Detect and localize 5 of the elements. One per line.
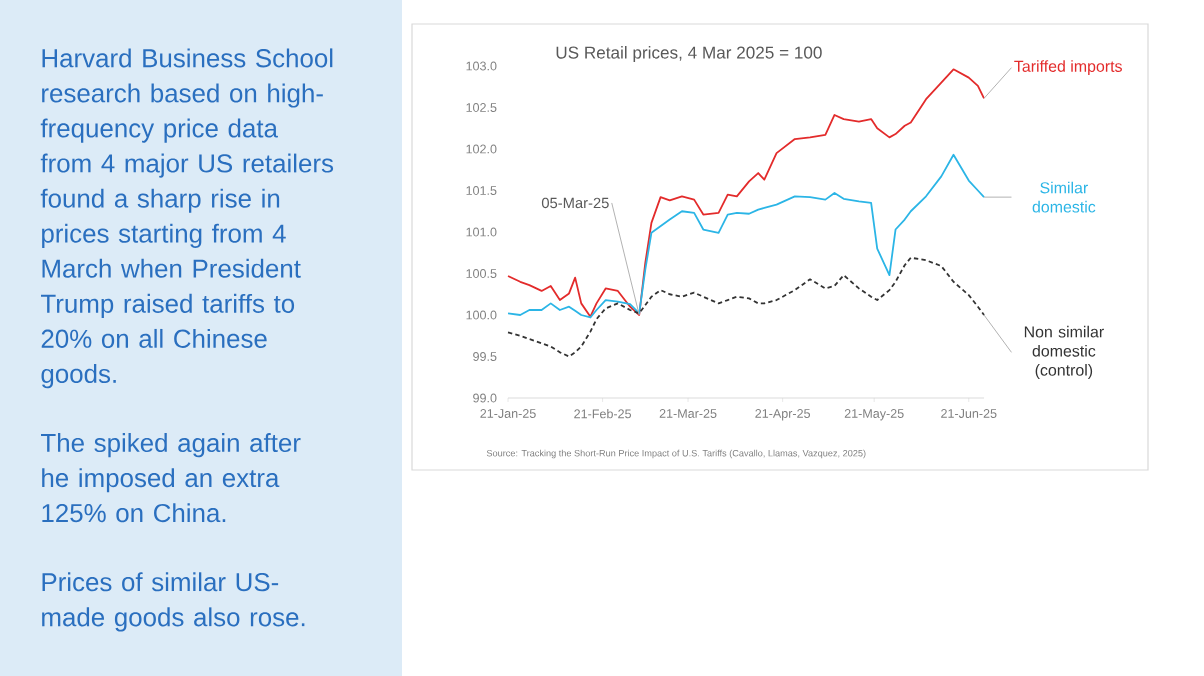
- text: Harvard Business School research based on high-frequency price data from 4 major US retailers found a sharp rise in prices starting from 4 March when President Trump raised tariffs to 20% on all Chinese goods.: [40, 48, 334, 389]
- chart-title: US Retail prices, 4 Mar 2025 = 100: [556, 46, 822, 63]
- text: Prices of similar US-made goods also rose.: [42, 572, 305, 632]
- line-series: [507, 68, 985, 318]
- text: The spiked again after he imposed an extra 125% on China.: [41, 433, 301, 523]
